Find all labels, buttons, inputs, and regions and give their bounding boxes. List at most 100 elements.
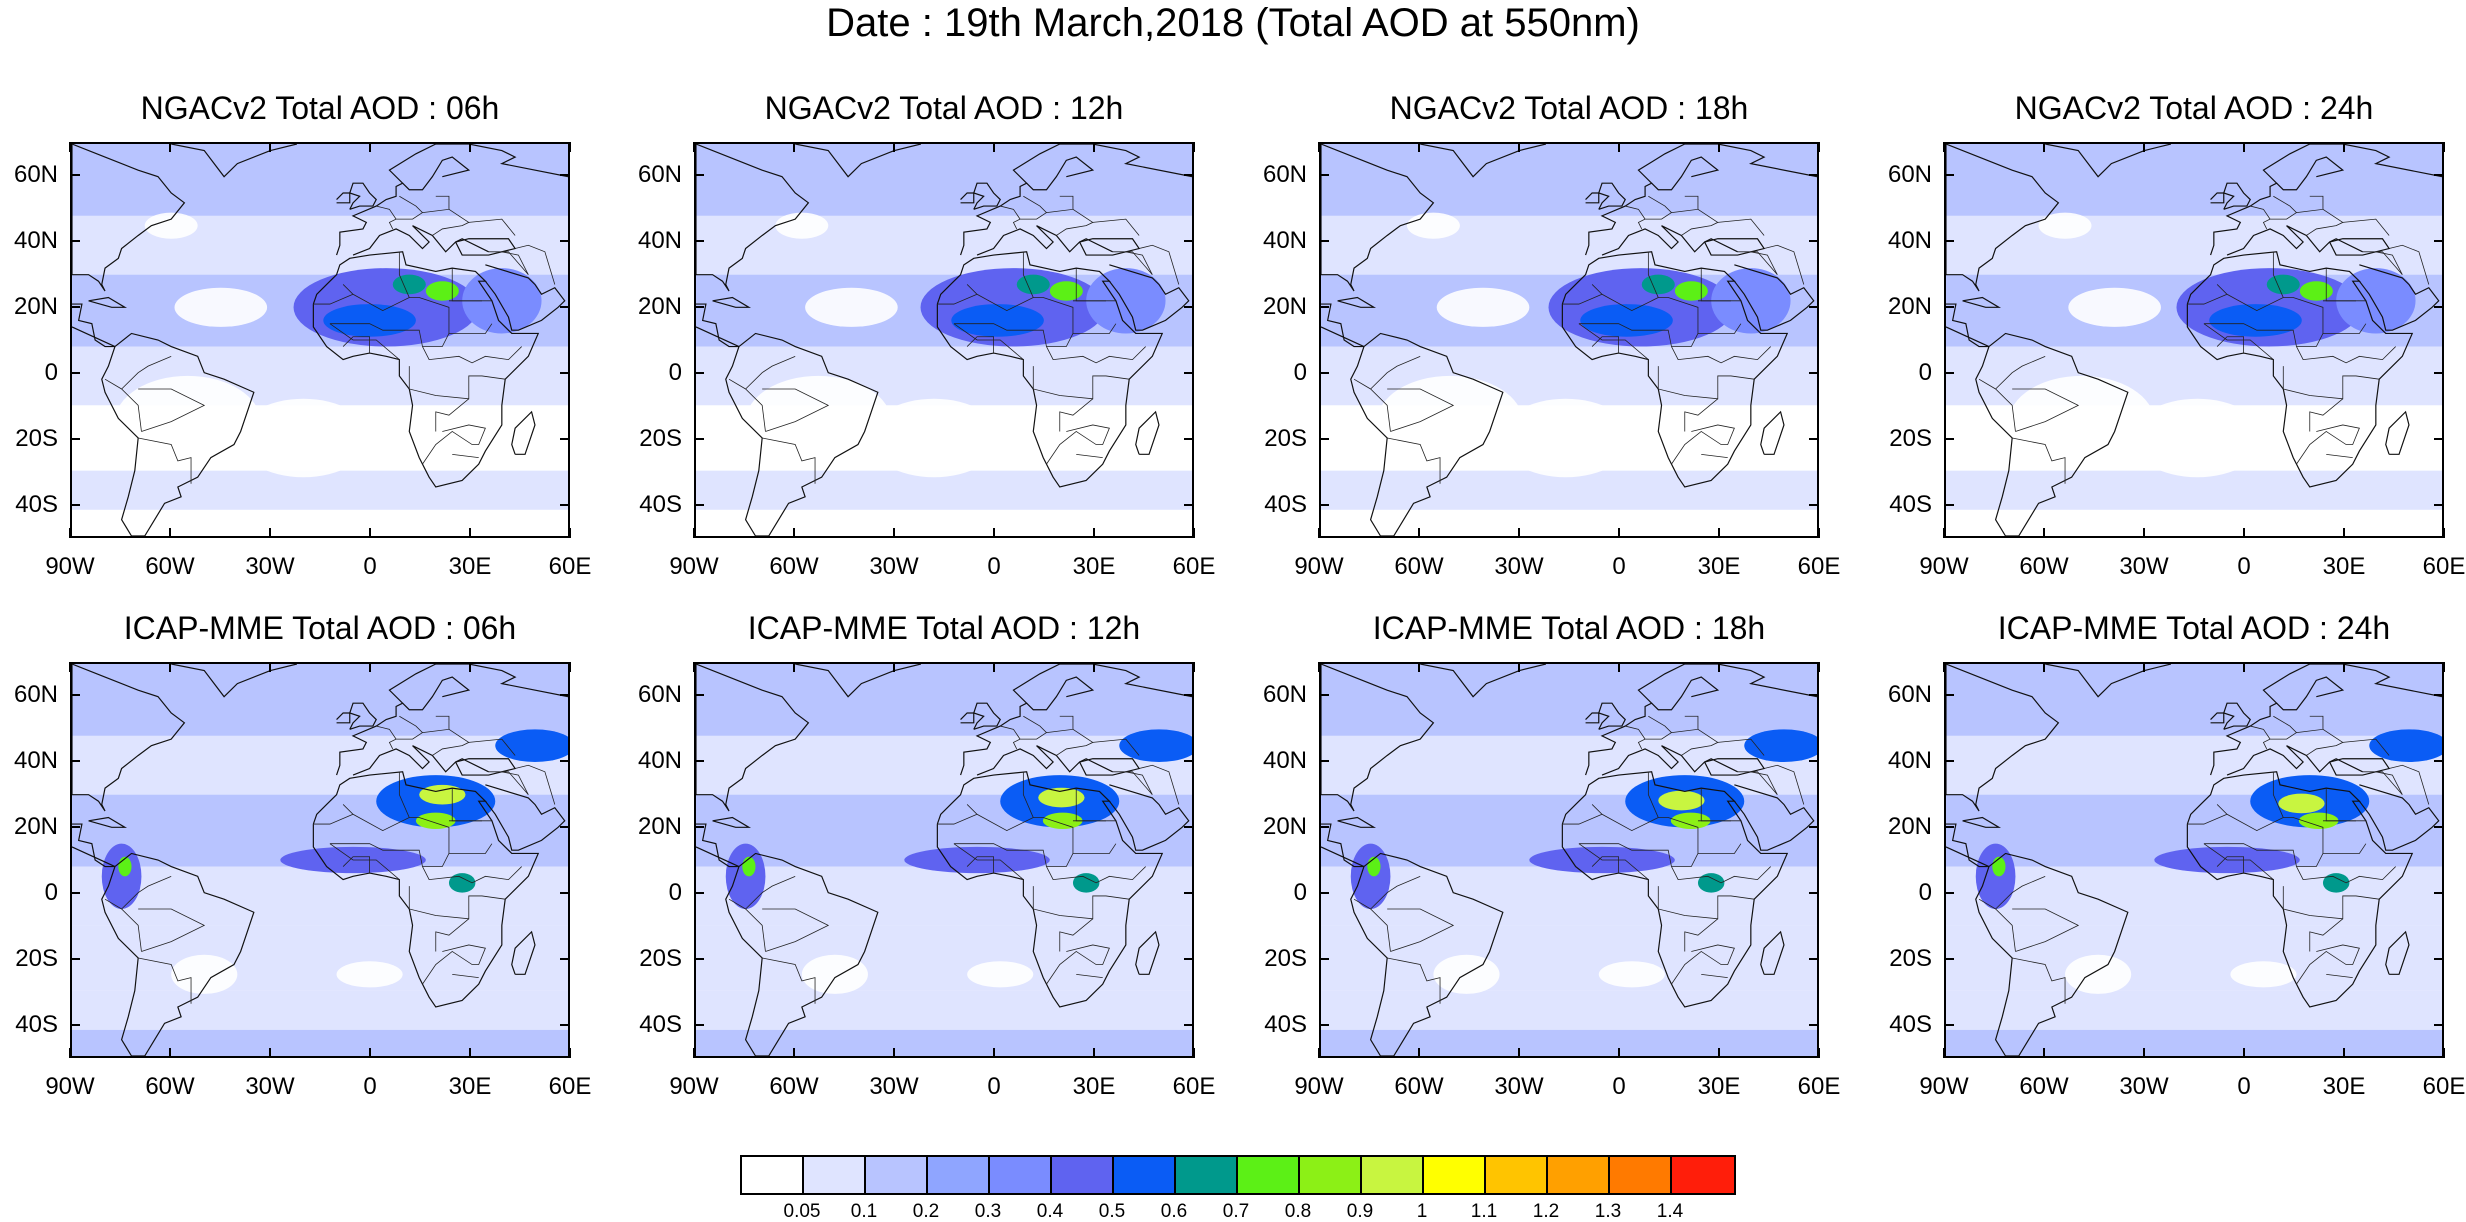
lon-tick-label: 60E (1172, 1073, 1216, 1100)
country-border (2203, 843, 2274, 880)
lon-tick (1093, 662, 1095, 672)
lat-tick (1319, 372, 1329, 374)
lat-tick (2434, 504, 2444, 506)
lat-tick (1944, 826, 1954, 828)
aod-map (696, 664, 1192, 1056)
lat-tick (1809, 1024, 1819, 1026)
lat-tick (1809, 438, 1819, 440)
lat-tick (1184, 892, 1194, 894)
aod-band (1321, 509, 1817, 536)
coastline-turkey (1079, 238, 1141, 256)
coastline-ireland (2210, 712, 2225, 724)
lon-tick (2243, 528, 2245, 538)
clean-air-patch (2131, 398, 2264, 478)
coastline-caribbean (1962, 816, 2002, 828)
lat-tick (1944, 372, 1954, 374)
aod-band (696, 509, 1192, 536)
lon-tick-label: 30E (1697, 1073, 1741, 1100)
colorbar-label: 0.05 (783, 1201, 821, 1222)
lon-tick (569, 1048, 571, 1058)
coastline-europe (1585, 664, 1817, 776)
country-border (2296, 944, 2360, 985)
lon-tick-label: 30E (448, 1073, 492, 1100)
country-border (448, 323, 493, 334)
lon-tick (1318, 528, 1320, 538)
lon-tick (469, 1048, 471, 1058)
coastline-ireland (1585, 192, 1600, 204)
lon-tick (169, 662, 171, 672)
country-border (1387, 957, 1441, 1004)
country-border (329, 284, 450, 347)
lon-tick (1518, 528, 1520, 538)
aod-band (72, 866, 568, 926)
aod-band (1321, 990, 1817, 1030)
colorbar-swatch (1176, 1157, 1238, 1193)
country-border (1978, 378, 2016, 432)
country-border (452, 453, 479, 458)
country-border (1995, 355, 2046, 390)
lon-tick (1818, 528, 1820, 538)
country-border (937, 293, 978, 305)
lat-tick (70, 372, 80, 374)
country-border (2342, 218, 2390, 236)
lon-tick (793, 662, 795, 672)
aod-band (1321, 664, 1817, 736)
lon-tick-label: 30E (1072, 553, 1116, 580)
coastline-europe (336, 664, 568, 776)
lat-tick (1319, 826, 1329, 828)
lon-tick-label: 30W (2119, 553, 2169, 580)
country-border (1046, 195, 1074, 213)
lat-tick (70, 892, 80, 894)
lon-tick (369, 662, 371, 672)
lon-tick (1943, 662, 1945, 672)
country-border (1701, 973, 1728, 978)
country-border (2282, 886, 2380, 920)
clean-air-patch (1377, 375, 1523, 468)
aod-plume (742, 856, 756, 877)
panel-title: ICAP-MME Total AOD : 24h (1997, 610, 2391, 646)
country-border (1353, 378, 1391, 432)
lat-tick (70, 1024, 80, 1026)
coastline-africa (312, 251, 540, 488)
country-border (2187, 293, 2228, 305)
lat-tick (1319, 306, 1329, 308)
country-border (1370, 355, 1421, 390)
country-border (329, 323, 400, 360)
lat-tick-label: 40N (13, 227, 58, 254)
coastline-centralAmerica (696, 303, 740, 348)
country-border (1112, 251, 1153, 275)
lon-tick (693, 142, 695, 152)
coastline-caribbean (1962, 296, 2002, 308)
aod-plume (951, 304, 1044, 337)
lon-tick (2343, 1048, 2345, 1058)
lon-tick (1943, 528, 1945, 538)
lat-tick (1944, 306, 1954, 308)
aod-band (72, 664, 568, 736)
lat-tick (70, 306, 80, 308)
lat-tick (70, 240, 80, 242)
clean-air-patch (2068, 287, 2161, 327)
lat-tick (694, 504, 704, 506)
lon-tick-label: 30E (448, 553, 492, 580)
aod-plume (1711, 268, 1791, 334)
lon-tick (1718, 528, 1720, 538)
aod-plume (1016, 274, 1050, 295)
colorbar-swatch (1672, 1157, 1734, 1193)
country-border (1125, 771, 1153, 795)
colorbar-label: 0.6 (1160, 1201, 1188, 1222)
lon-tick (1418, 1048, 1420, 1058)
lon-tick (2443, 528, 2445, 538)
aod-plume (1992, 856, 2006, 877)
country-border (1717, 218, 1765, 236)
colorbar-label: 0.4 (1036, 1201, 1064, 1222)
lat-tick-label: 60N (1887, 681, 1932, 708)
clean-air-patch (1406, 212, 1460, 239)
colorbar-label: 1.3 (1594, 1201, 1622, 1222)
coastline-greenland (795, 144, 922, 178)
country-border (1671, 424, 1735, 465)
lat-tick-label: 40S (1264, 491, 1307, 518)
country-border (448, 843, 493, 854)
country-border (1995, 875, 2046, 910)
country-border (2306, 209, 2344, 236)
country-border (1750, 251, 1778, 275)
